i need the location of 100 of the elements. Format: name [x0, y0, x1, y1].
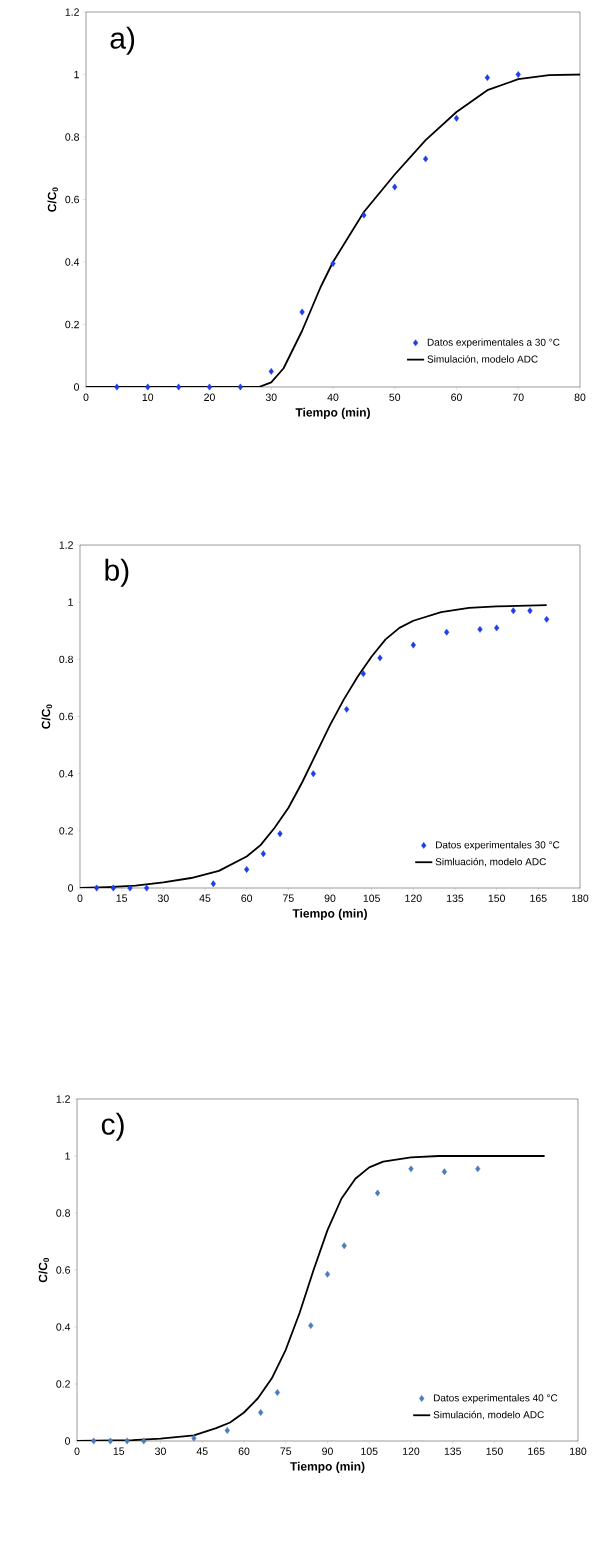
point: [141, 1437, 147, 1445]
point: [361, 211, 367, 219]
x-tick-label: 45: [196, 1447, 208, 1455]
y-tick-label: 0: [74, 383, 80, 391]
point: [324, 1270, 331, 1278]
point: [374, 1189, 381, 1197]
chart-title: b): [105, 558, 129, 587]
x-tick-label: 10: [142, 393, 154, 401]
y-tick-label: 0: [68, 884, 74, 892]
x-tick-label: 105: [363, 894, 380, 902]
y-tick-label: 0.6: [56, 1266, 71, 1274]
point: [277, 830, 283, 838]
point: [360, 670, 366, 678]
x-axis-title: Tiempo (min): [292, 908, 367, 921]
point: [484, 74, 490, 82]
point: [145, 383, 151, 391]
point: [510, 607, 516, 615]
y-axis-title: C/C$_{0}$: [41, 704, 52, 729]
x-tick-label: 45: [199, 894, 211, 902]
point: [176, 383, 182, 391]
y-tick-label: 0.6: [59, 712, 73, 721]
point: [144, 884, 150, 892]
point: [310, 770, 316, 778]
point: [477, 625, 483, 633]
x-tick-label: 30: [157, 894, 169, 902]
y-tick-label: 0.2: [65, 320, 79, 329]
x-tick-label: 180: [570, 1447, 587, 1455]
point: [423, 155, 429, 163]
x-tick-label: 120: [403, 1447, 420, 1455]
point: [244, 866, 250, 873]
x-tick-label: 90: [324, 894, 336, 902]
point: [210, 880, 216, 888]
point: [377, 654, 383, 662]
point: [410, 641, 416, 649]
chart-title: c): [101, 1112, 124, 1141]
legend-label: Datos experimentales 40 °C: [433, 1394, 558, 1404]
point: [341, 1242, 347, 1250]
y-tick-label: 0.8: [59, 655, 73, 664]
y-tick-label: 0.4: [56, 1323, 71, 1331]
x-tick-label: 105: [361, 1447, 378, 1455]
legend-label: Simluación, modelo ADC: [435, 857, 546, 867]
y-tick-label: 0.2: [59, 827, 73, 835]
point: [527, 607, 533, 615]
x-tick-label: 70: [512, 393, 524, 401]
y-axis-title: C/C$_{0}$: [38, 1258, 49, 1283]
point: [299, 308, 305, 316]
y-tick-label: 1: [68, 598, 73, 606]
point: [544, 615, 550, 623]
x-tick-label: 80: [574, 393, 586, 401]
point: [237, 383, 243, 391]
x-tick-label: 30: [155, 1447, 166, 1455]
point: [408, 1165, 414, 1173]
x-tick-label: 50: [389, 393, 401, 401]
point: [258, 1409, 264, 1416]
point: [206, 383, 213, 391]
legend-label: Simulación, modelo ADC: [427, 355, 538, 364]
x-tick-label: 165: [528, 1447, 545, 1455]
y-tick-label: 0.8: [65, 133, 79, 141]
point: [475, 1165, 481, 1173]
x-tick-label: 135: [444, 1447, 462, 1455]
x-axis-title: Tiempo (min): [295, 407, 370, 420]
x-tick-label: 90: [322, 1447, 333, 1455]
x-axis-title: Tiempo (min): [290, 1461, 365, 1474]
x-tick-label: 135: [447, 894, 464, 902]
x-tick-label: 60: [451, 393, 462, 401]
x-tick-label: 0: [83, 393, 89, 401]
point: [344, 705, 350, 713]
point: [91, 1437, 97, 1445]
y-tick-label: 0.4: [59, 769, 74, 778]
x-tick-label: 30: [265, 393, 277, 401]
point: [330, 260, 336, 267]
x-tick-label: 150: [488, 894, 505, 902]
x-tick-label: 15: [116, 894, 128, 902]
y-tick-label: 1.2: [56, 1095, 70, 1103]
y-tick-label: 0: [65, 1437, 71, 1445]
x-tick-label: 120: [405, 894, 422, 902]
x-tick-label: 40: [327, 393, 339, 401]
x-tick-label: 75: [280, 1447, 292, 1455]
point: [515, 71, 521, 78]
x-tick-label: 60: [238, 1447, 250, 1455]
point: [124, 1437, 130, 1445]
point: [114, 383, 120, 391]
point: [110, 884, 116, 892]
legend-label: Datos experimentales 30 °C: [435, 841, 560, 851]
x-tick-label: 60: [241, 894, 253, 902]
legend-label: Datos experimentales a 30 °C: [427, 338, 560, 348]
y-tick-label: 1: [74, 70, 79, 79]
y-tick-label: 0.2: [56, 1380, 70, 1388]
x-tick-label: 75: [283, 894, 294, 902]
point: [274, 1389, 280, 1396]
y-tick-label: 0.6: [65, 195, 79, 204]
point: [444, 628, 450, 636]
point: [392, 183, 398, 191]
point: [441, 1168, 447, 1176]
point: [308, 1322, 314, 1329]
y-tick-label: 1.2: [65, 8, 79, 16]
y-tick-label: 0.4: [65, 258, 80, 266]
legend-label: Simulación, modelo ADC: [433, 1410, 544, 1420]
point: [494, 624, 500, 632]
x-tick-label: 15: [113, 1447, 125, 1455]
